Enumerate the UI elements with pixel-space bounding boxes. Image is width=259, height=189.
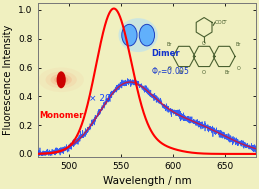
Text: Dimer: Dimer (151, 49, 180, 58)
Ellipse shape (51, 74, 72, 86)
Text: $\Phi_F$=0.005: $\Phi_F$=0.005 (151, 66, 190, 78)
Ellipse shape (139, 24, 155, 46)
Ellipse shape (46, 71, 77, 88)
Text: × 20: × 20 (89, 94, 111, 103)
Text: Monomer: Monomer (39, 111, 83, 120)
Ellipse shape (122, 24, 137, 46)
Ellipse shape (118, 18, 158, 52)
Y-axis label: Fluorescence Intensity: Fluorescence Intensity (3, 25, 13, 135)
X-axis label: Wavelength / nm: Wavelength / nm (103, 176, 191, 186)
Ellipse shape (54, 76, 68, 84)
Ellipse shape (57, 71, 66, 88)
